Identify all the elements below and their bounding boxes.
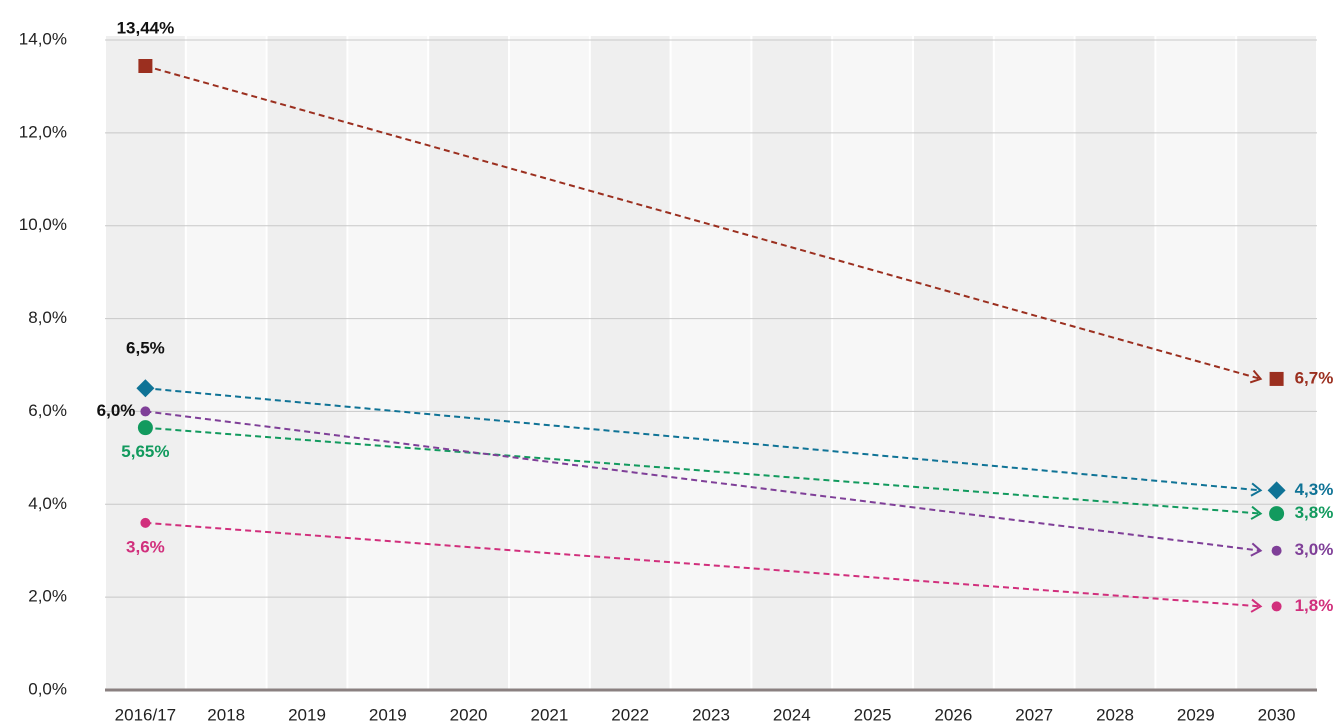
marker [137, 420, 153, 436]
column-band [429, 36, 508, 690]
marker [136, 379, 155, 398]
x-tick-label: 2026 [934, 705, 972, 724]
y-tick-label: 8,0% [28, 308, 67, 327]
value-label: 5,65% [121, 442, 169, 461]
value-label: 6,5% [126, 339, 165, 358]
column-band [1237, 36, 1316, 690]
value-label: 3,6% [126, 537, 165, 556]
arrow-head [1250, 598, 1263, 613]
y-tick-label: 14,0% [19, 29, 67, 48]
arrow-head [1250, 482, 1263, 497]
x-tick-label: 2025 [854, 705, 892, 724]
x-tick-label: 2024 [773, 705, 811, 724]
x-tick-label: 2019 [369, 705, 407, 724]
column-band [671, 36, 751, 690]
column-band [590, 36, 670, 690]
x-tick-label: 2023 [692, 705, 730, 724]
column-band [914, 36, 993, 690]
arrow-head [1249, 369, 1263, 384]
arrow-head [1250, 542, 1263, 557]
column-band [348, 36, 428, 690]
arrow-head [1250, 505, 1263, 520]
marker [1267, 481, 1286, 500]
value-label: 4,3% [1295, 480, 1334, 499]
marker [1271, 545, 1282, 556]
y-tick-label: 2,0% [28, 587, 67, 606]
x-tick-label: 2020 [450, 705, 488, 724]
connector-line [145, 521, 1261, 608]
marker [140, 517, 151, 528]
y-tick-label: 10,0% [19, 215, 67, 234]
marker [1269, 506, 1285, 522]
x-tick-label: 2018 [207, 705, 245, 724]
connector-line [145, 410, 1261, 552]
y-tick-label: 6,0% [28, 401, 67, 420]
y-tick-label: 12,0% [19, 122, 67, 141]
value-label: 13,44% [117, 18, 175, 37]
marker [1271, 601, 1282, 612]
x-tick-label: 2021 [530, 705, 568, 724]
column-band [267, 36, 347, 690]
x-tick-label: 2028 [1096, 705, 1134, 724]
x-tick-label: 2016/17 [115, 705, 176, 724]
x-tick-label: 2022 [611, 705, 649, 724]
column-band [833, 36, 912, 690]
marker [140, 406, 151, 417]
column-band [994, 36, 1074, 690]
column-band [510, 36, 589, 690]
value-label: 3,0% [1295, 540, 1334, 559]
x-tick-label: 2027 [1015, 705, 1053, 724]
connector-line [145, 65, 1261, 380]
x-tick-label: 2019 [288, 705, 326, 724]
column-band [106, 36, 185, 690]
value-label: 6,0% [97, 401, 136, 420]
x-tick-label: 2029 [1177, 705, 1215, 724]
value-label: 1,8% [1295, 596, 1334, 615]
column-band [1156, 36, 1236, 690]
marker [138, 59, 153, 73]
marker [1269, 371, 1284, 386]
y-tick-label: 4,0% [28, 494, 67, 513]
column-band [1075, 36, 1155, 690]
value-label: 6,7% [1295, 368, 1334, 387]
y-tick-label: 0,0% [28, 679, 67, 698]
value-label: 3,8% [1295, 503, 1334, 522]
connector-line [145, 426, 1261, 515]
connector-line [145, 387, 1261, 492]
column-band [752, 36, 832, 690]
column-band [186, 36, 266, 690]
x-tick-label: 2030 [1258, 705, 1296, 724]
